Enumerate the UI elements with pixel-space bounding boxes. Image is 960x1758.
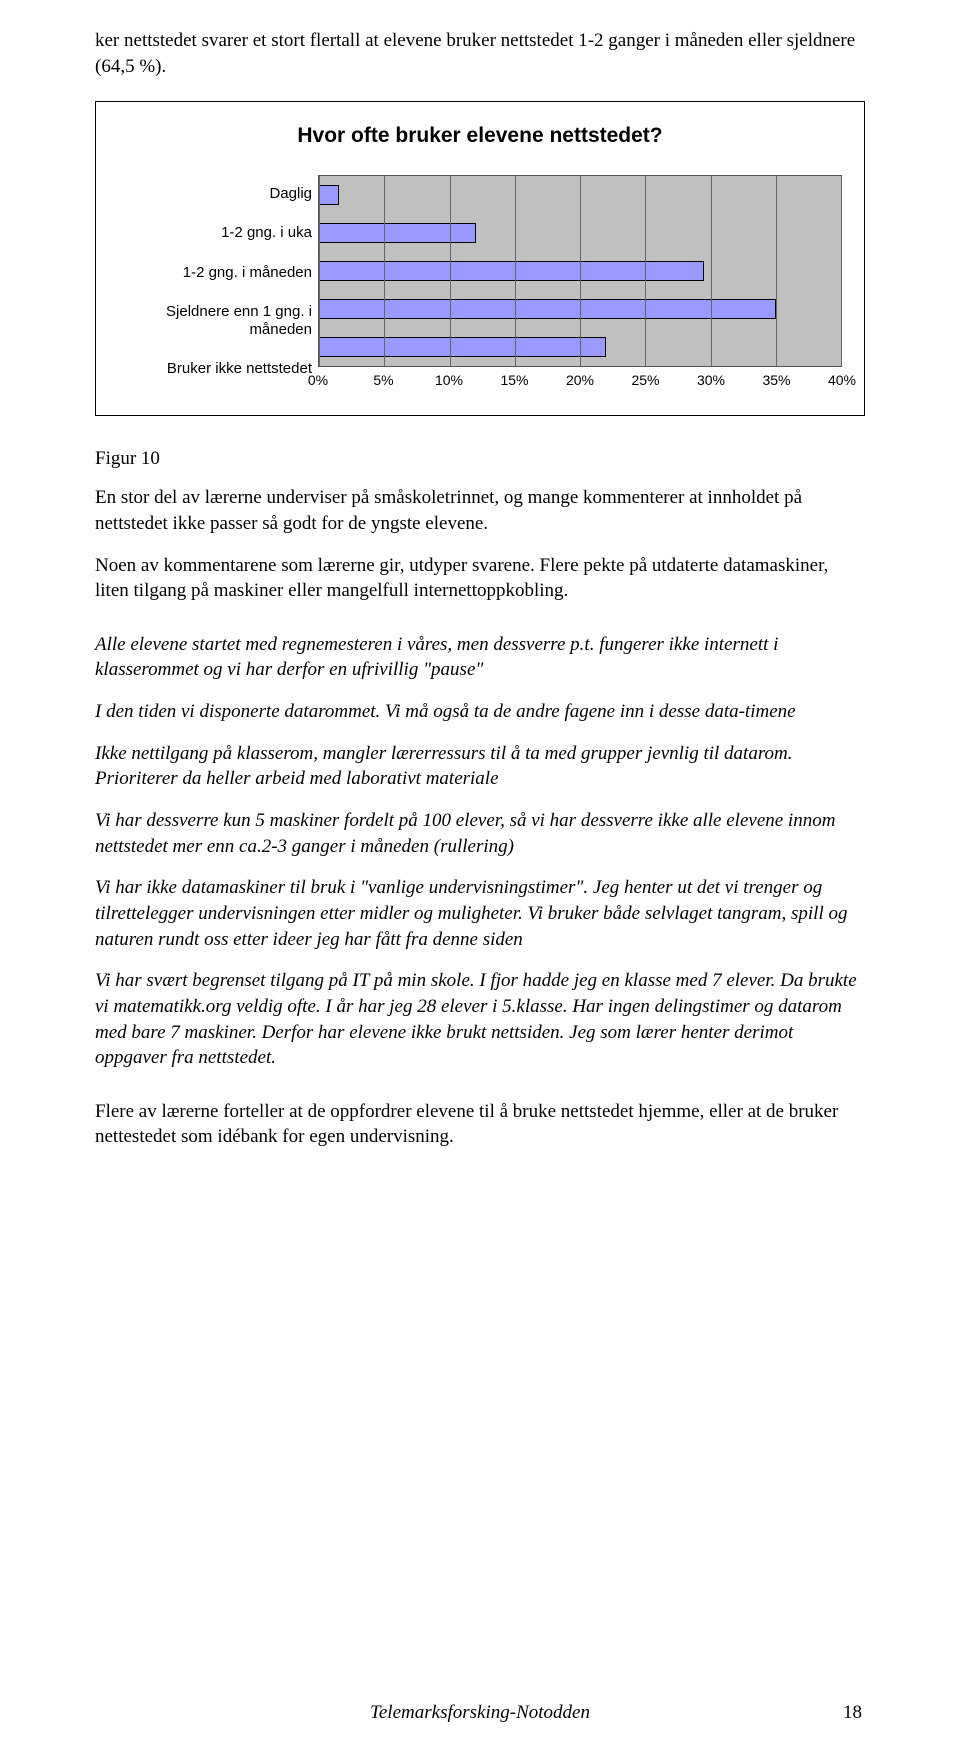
chart-x-axis: 0%5%10%15%20%25%30%35%40%	[318, 371, 842, 389]
quote-2: I den tiden vi disponerte datarommet. Vi…	[95, 699, 865, 725]
chart-y-label: Daglig	[118, 185, 312, 203]
chart-plot-column: 0%5%10%15%20%25%30%35%40%	[318, 175, 842, 389]
quote-1: Alle elevene startet med regnemesteren i…	[95, 632, 865, 683]
quote-6: Vi har svært begrenset tilgang på IT på …	[95, 968, 865, 1071]
chart-gridline	[450, 176, 451, 366]
chart-container: Hvor ofte bruker elevene nettstedet? Dag…	[95, 101, 865, 415]
chart-y-label: Bruker ikke nettstedet	[118, 360, 312, 378]
footer-text: Telemarksforsking-Notodden	[0, 1700, 960, 1726]
chart-x-tick: 40%	[828, 371, 856, 390]
chart-x-tick: 20%	[566, 371, 594, 390]
chart-title: Hvor ofte bruker elevene nettstedet?	[118, 122, 842, 150]
chart-y-label: Sjeldnere enn 1 gng. i måneden	[118, 303, 312, 339]
chart-x-tick: 35%	[762, 371, 790, 390]
chart-plot	[318, 175, 842, 367]
chart-area: Daglig 1-2 gng. i uka 1-2 gng. i måneden Sj…	[118, 175, 842, 389]
quote-3: Ikke nettilgang på klasserom, mangler læ…	[95, 741, 865, 792]
chart-x-tick: 5%	[373, 371, 393, 390]
closing-paragraph: Flere av lærerne forteller at de oppford…	[95, 1099, 865, 1150]
chart-gridline	[319, 176, 320, 366]
chart-x-tick: 25%	[631, 371, 659, 390]
chart-x-tick: 0%	[308, 371, 328, 390]
chart-x-tick: 15%	[500, 371, 528, 390]
page-number: 18	[843, 1700, 862, 1726]
paragraph-2: Noen av kommentarene som lærerne gir, ut…	[95, 553, 865, 604]
paragraph-1: En stor del av lærerne underviser på små…	[95, 485, 865, 536]
chart-gridline	[645, 176, 646, 366]
chart-y-label: 1-2 gng. i måneden	[118, 264, 312, 282]
chart-gridline	[580, 176, 581, 366]
chart-gridline	[515, 176, 516, 366]
chart-gridline	[384, 176, 385, 366]
chart-x-tick: 10%	[435, 371, 463, 390]
chart-bar	[319, 223, 476, 243]
chart-y-label: 1-2 gng. i uka	[118, 224, 312, 242]
chart-y-labels: Daglig 1-2 gng. i uka 1-2 gng. i måneden Sj…	[118, 175, 318, 389]
chart-bar	[319, 185, 339, 205]
chart-gridline	[841, 176, 842, 366]
quote-5: Vi har ikke datamaskiner til bruk i "van…	[95, 875, 865, 952]
chart-gridline	[711, 176, 712, 366]
chart-gridline	[776, 176, 777, 366]
chart-x-tick: 30%	[697, 371, 725, 390]
chart-bar	[319, 337, 606, 357]
figure-label: Figur 10	[95, 446, 865, 472]
intro-text: ker nettstedet svarer et stort flertall …	[95, 28, 865, 79]
quote-4: Vi har dessverre kun 5 maskiner fordelt …	[95, 808, 865, 859]
chart-bar	[319, 299, 776, 319]
